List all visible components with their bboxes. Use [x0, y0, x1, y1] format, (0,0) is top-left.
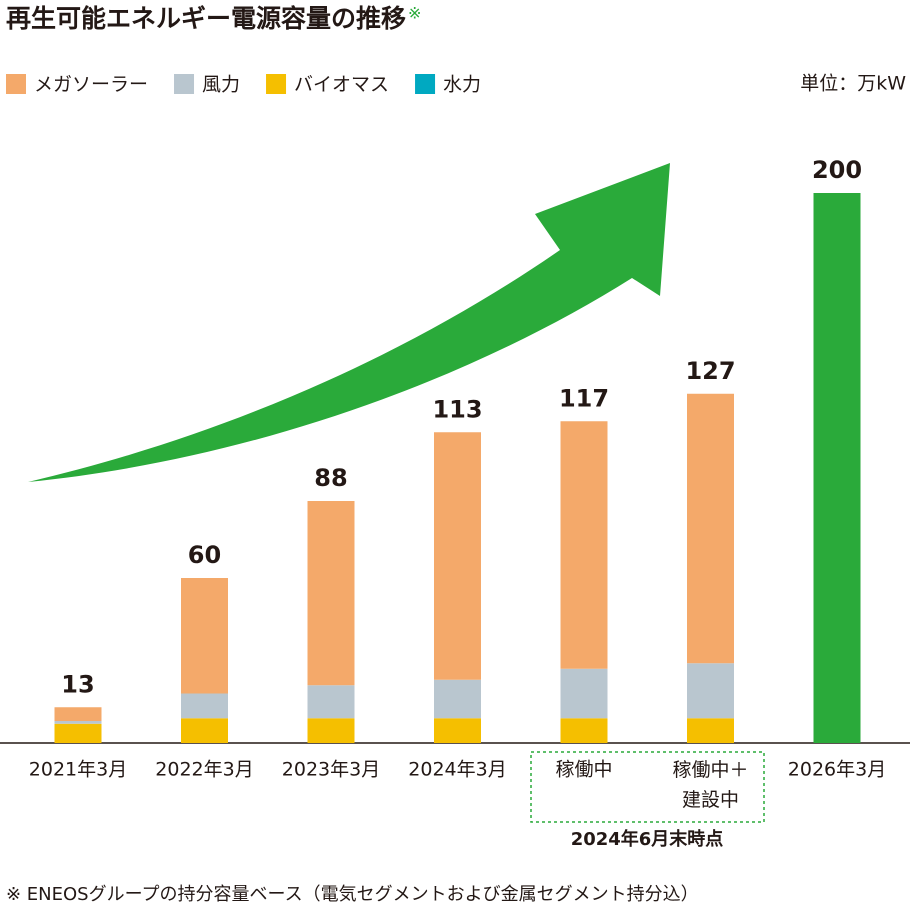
- legend-label: 水力: [443, 74, 481, 96]
- growth-arrow: [28, 163, 670, 482]
- x-tick-label: 2026年3月: [788, 759, 886, 781]
- bar-segment: [307, 718, 355, 743]
- total-label: 127: [685, 357, 735, 385]
- bar-segment: [560, 668, 608, 719]
- legend-swatch: [266, 74, 287, 94]
- x-tick-label: 2022年3月: [155, 759, 253, 781]
- x-tick-label: 稼働中＋建設中: [672, 759, 748, 811]
- bar-segment: [560, 421, 608, 669]
- x-tick-label: 稼働中: [555, 759, 612, 781]
- bar-segment: [307, 501, 355, 686]
- group-box: [530, 751, 765, 823]
- bar-segment: [54, 707, 102, 721]
- bar-segment: [54, 723, 102, 743]
- total-label: 13: [61, 670, 94, 698]
- bar-segment: [560, 718, 608, 743]
- chart-title: 再生可能エネルギー電源容量の推移: [6, 4, 406, 33]
- footnote: ※ ENEOSグループの持分容量ベース（電気セグメントおよび金属セグメント持分込…: [6, 884, 699, 905]
- legend-label: メガソーラー: [34, 74, 148, 96]
- bar-segment: [181, 693, 228, 719]
- unit-label: 単位：万kW: [800, 73, 906, 95]
- bar-segment: [54, 721, 102, 724]
- legend-swatch: [6, 74, 26, 94]
- bar-segment: [434, 432, 481, 680]
- x-tick-label: 2023年3月: [282, 759, 380, 781]
- bar-segment: [434, 718, 481, 743]
- total-label: 88: [314, 464, 347, 492]
- total-label: 117: [559, 384, 609, 412]
- legend-label: 風力: [202, 74, 240, 96]
- total-label: 60: [188, 541, 221, 569]
- x-tick-label: 2021年3月: [29, 759, 127, 781]
- legend-label: バイオマス: [294, 74, 389, 96]
- bar-segment: [181, 578, 228, 694]
- bar-segment: [687, 663, 734, 719]
- bar-segment: [687, 393, 734, 664]
- bar-segment: [434, 679, 481, 719]
- bar: [813, 193, 861, 743]
- bar-segment: [687, 718, 734, 743]
- x-tick-label: 2024年3月: [408, 759, 506, 781]
- title-note-mark: ※: [408, 4, 421, 23]
- bar-segment: [307, 685, 355, 719]
- legend-swatch: [415, 74, 436, 94]
- total-label: 200: [812, 156, 862, 184]
- legend-swatch: [174, 74, 195, 94]
- total-label: 113: [432, 395, 482, 423]
- group-label: 2024年6月末時点: [571, 828, 724, 850]
- bar-segment: [181, 718, 228, 743]
